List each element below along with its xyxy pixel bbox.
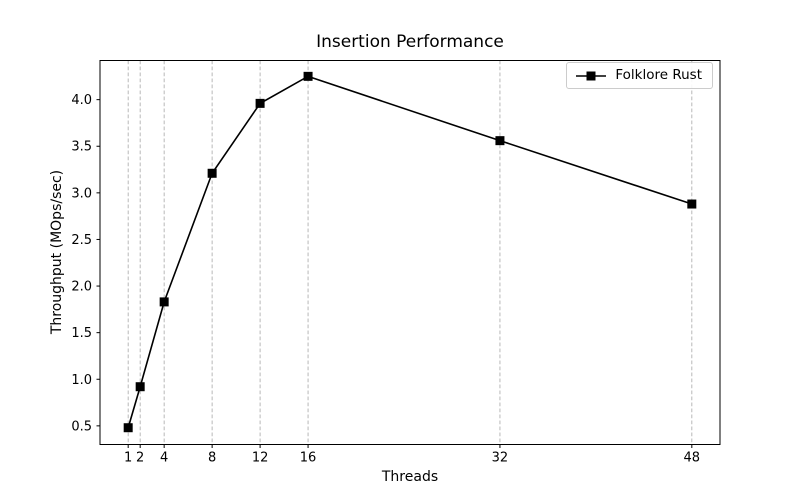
data-point-1 xyxy=(123,423,133,433)
x-tick-label-48: 48 xyxy=(684,451,701,466)
y-tick-label-1.0: 1.0 xyxy=(71,373,92,388)
data-point-32 xyxy=(495,136,505,146)
y-tick-label-4.0: 4.0 xyxy=(71,93,92,108)
data-point-8 xyxy=(207,168,217,178)
y-tick-label-0.5: 0.5 xyxy=(71,419,92,434)
x-tick-label-32: 32 xyxy=(492,451,509,466)
chart-title: Insertion Performance xyxy=(316,32,504,52)
data-point-16 xyxy=(303,71,313,81)
x-tick-label-8: 8 xyxy=(208,451,216,466)
x-axis-label: Threads xyxy=(381,469,439,485)
data-point-48 xyxy=(687,199,697,209)
data-point-12 xyxy=(255,98,265,108)
y-tick-label-2.5: 2.5 xyxy=(71,233,92,248)
legend-marker-icon xyxy=(586,71,596,80)
data-point-4 xyxy=(159,297,169,307)
y-tick-label-1.5: 1.5 xyxy=(71,326,92,341)
y-axis-label: Throughput (MOps/sec) xyxy=(49,169,65,335)
y-tick-label-3.0: 3.0 xyxy=(71,186,92,201)
y-tick-label-3.5: 3.5 xyxy=(71,140,92,155)
x-tick-label-4: 4 xyxy=(160,451,168,466)
plot-border xyxy=(99,60,721,445)
x-tick-label-12: 12 xyxy=(252,451,269,466)
data-point-2 xyxy=(135,382,145,392)
legend-label: Folklore Rust xyxy=(615,67,702,83)
legend-handle xyxy=(576,71,607,80)
series-line-folklore-rust xyxy=(127,75,693,428)
y-tick-label-2.0: 2.0 xyxy=(71,280,92,295)
x-tick-label-16: 16 xyxy=(300,451,317,466)
x-tick-label-2: 2 xyxy=(136,451,144,466)
legend: Folklore Rust xyxy=(566,62,713,89)
x-tick-label-1: 1 xyxy=(124,451,132,466)
